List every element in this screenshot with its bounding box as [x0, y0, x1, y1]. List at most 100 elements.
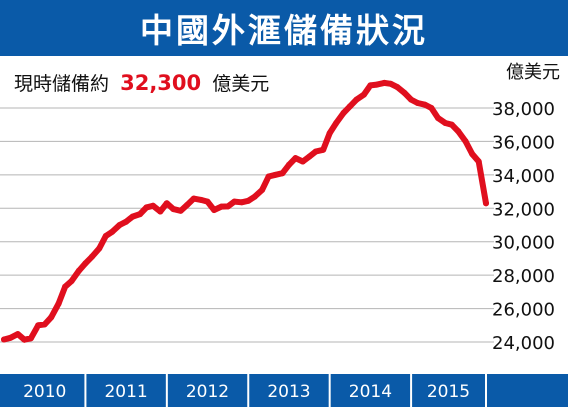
data-point	[123, 218, 130, 225]
data-point	[340, 110, 347, 116]
data-point	[455, 128, 462, 135]
data-point	[292, 155, 299, 162]
data-point	[204, 198, 211, 205]
y-tick-label: 32,000	[492, 199, 555, 220]
data-point	[231, 198, 238, 205]
data-point	[177, 207, 184, 214]
data-point	[184, 201, 191, 208]
x-tick-label: 2013	[267, 382, 310, 402]
data-points	[1, 79, 489, 343]
data-point	[373, 81, 380, 88]
data-point	[48, 314, 55, 321]
data-point	[367, 82, 374, 89]
data-point	[109, 228, 116, 235]
data-point	[150, 202, 156, 209]
data-point	[347, 103, 353, 110]
y-tick-label: 24,000	[492, 333, 555, 354]
data-point	[157, 208, 164, 215]
data-point	[218, 203, 225, 210]
chart-title: 中國外滙儲備狀況	[140, 11, 428, 50]
x-axis-bar	[0, 374, 568, 407]
data-point	[88, 253, 95, 260]
data-point	[82, 260, 89, 267]
data-point	[55, 300, 62, 307]
data-point	[469, 151, 476, 157]
data-point	[116, 222, 123, 228]
y-tick-label: 28,000	[492, 266, 555, 287]
data-point	[62, 283, 69, 290]
data-point	[68, 278, 75, 284]
data-point	[245, 197, 252, 204]
data-point	[448, 121, 455, 128]
data-point	[1, 336, 7, 343]
data-point	[408, 96, 415, 103]
subtitle-suffix: 億美元	[212, 73, 269, 95]
data-point	[224, 203, 231, 210]
y-tick-label: 30,000	[492, 233, 555, 254]
y-tick-label: 36,000	[492, 132, 555, 153]
grid-lines	[0, 107, 494, 343]
data-point	[442, 120, 449, 126]
data-point	[75, 267, 82, 274]
data-point	[435, 115, 441, 121]
data-point	[312, 148, 319, 155]
data-point	[163, 200, 170, 207]
data-point	[360, 91, 367, 98]
series-line	[1, 79, 489, 343]
y-tick-label: 38,000	[492, 99, 555, 120]
data-point	[381, 79, 388, 86]
x-tick-label: 2014	[349, 382, 392, 402]
data-point	[259, 186, 266, 193]
data-point	[401, 90, 408, 96]
subtitle-prefix: 現時儲備約	[14, 73, 109, 95]
data-point	[137, 211, 143, 218]
data-point	[462, 138, 469, 145]
data-point	[428, 105, 435, 111]
data-point	[190, 195, 197, 202]
x-axis-ticks: 2010 2011 2012 2013 2014 2015	[23, 366, 487, 407]
data-point	[211, 207, 218, 213]
data-point	[27, 335, 34, 342]
data-point	[7, 334, 14, 341]
y-tick-label: 34,000	[492, 166, 555, 187]
y-tick-labels: 38,000 36,000 34,000 32,000 30,000 28,000 26,0…	[492, 99, 555, 354]
data-point	[279, 170, 286, 177]
data-point	[251, 193, 258, 200]
data-point	[475, 158, 482, 165]
data-point	[387, 80, 394, 87]
x-tick-label: 2012	[186, 382, 229, 402]
data-point	[102, 233, 109, 239]
title-bar: 中國外滙儲備狀況	[0, 0, 568, 56]
data-point	[421, 101, 428, 108]
data-point	[170, 206, 177, 213]
data-point	[129, 213, 136, 220]
data-point	[272, 171, 279, 178]
data-point	[353, 96, 360, 103]
data-point	[265, 173, 272, 180]
data-point	[306, 153, 313, 160]
subtitle: 現時儲備約 32,300 億美元	[14, 71, 269, 95]
data-point	[96, 245, 103, 252]
subtitle-value: 32,300	[120, 71, 201, 95]
x-tick-label: 2011	[104, 382, 147, 402]
data-point	[326, 130, 333, 137]
data-point	[299, 158, 306, 165]
x-tick-label: 2010	[23, 382, 66, 402]
x-tick-label: 2015	[427, 382, 470, 402]
data-point	[286, 161, 292, 168]
data-point	[35, 322, 42, 329]
data-point	[320, 146, 327, 153]
data-point	[394, 84, 401, 91]
data-point	[483, 200, 489, 207]
data-point	[238, 199, 245, 206]
data-point	[333, 120, 340, 126]
data-point	[143, 204, 150, 211]
y-tick-label: 26,000	[492, 300, 555, 321]
data-point	[21, 336, 28, 343]
data-point	[41, 321, 48, 328]
y-axis-unit: 億美元	[506, 62, 560, 83]
data-point	[198, 196, 204, 203]
data-point	[14, 331, 21, 338]
